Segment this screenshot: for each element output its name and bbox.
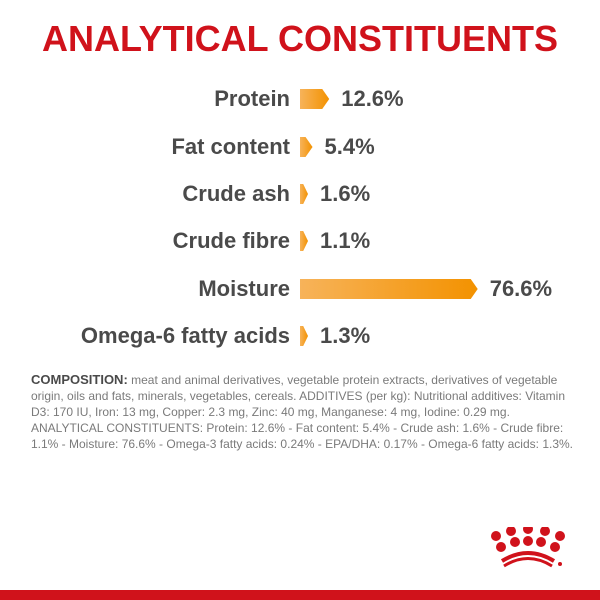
value-label: 12.6% [341,86,404,111]
bar-protein [300,89,330,109]
composition-text: COMPOSITION: meat and animal derivatives… [31,372,576,452]
bar-crude-fibre [300,231,308,251]
category-label: Crude ash [182,181,290,206]
bar-omega-6-fatty-acids [300,326,308,346]
brand-bar [0,590,600,600]
crown-logo-icon [491,527,565,568]
category-label: Fat content [171,134,290,159]
value-label: 1.6% [320,181,371,206]
value-label: 1.3% [320,323,371,348]
bar-fat-content [300,137,313,157]
composition-heading: COMPOSITION: [31,372,128,387]
chart-title: ANALYTICAL CONSTITUENTS [41,18,559,59]
bar-chart: Protein 12.6% Fat content 5.4% Crude ash 1.6%… [80,86,553,348]
bar-crude-ash [300,184,308,204]
bars [300,89,478,346]
category-label: Crude fibre [172,228,290,253]
value-label: 1.1% [320,228,371,253]
composition-body: meat and animal derivatives, vegetable p… [31,373,574,451]
value-label: 5.4% [324,134,375,159]
value-label: 76.6% [489,276,553,301]
category-label: Omega-6 fatty acids [80,323,290,348]
bar-moisture [300,279,478,299]
category-label: Protein [214,86,290,111]
category-label: Moisture [198,276,290,301]
